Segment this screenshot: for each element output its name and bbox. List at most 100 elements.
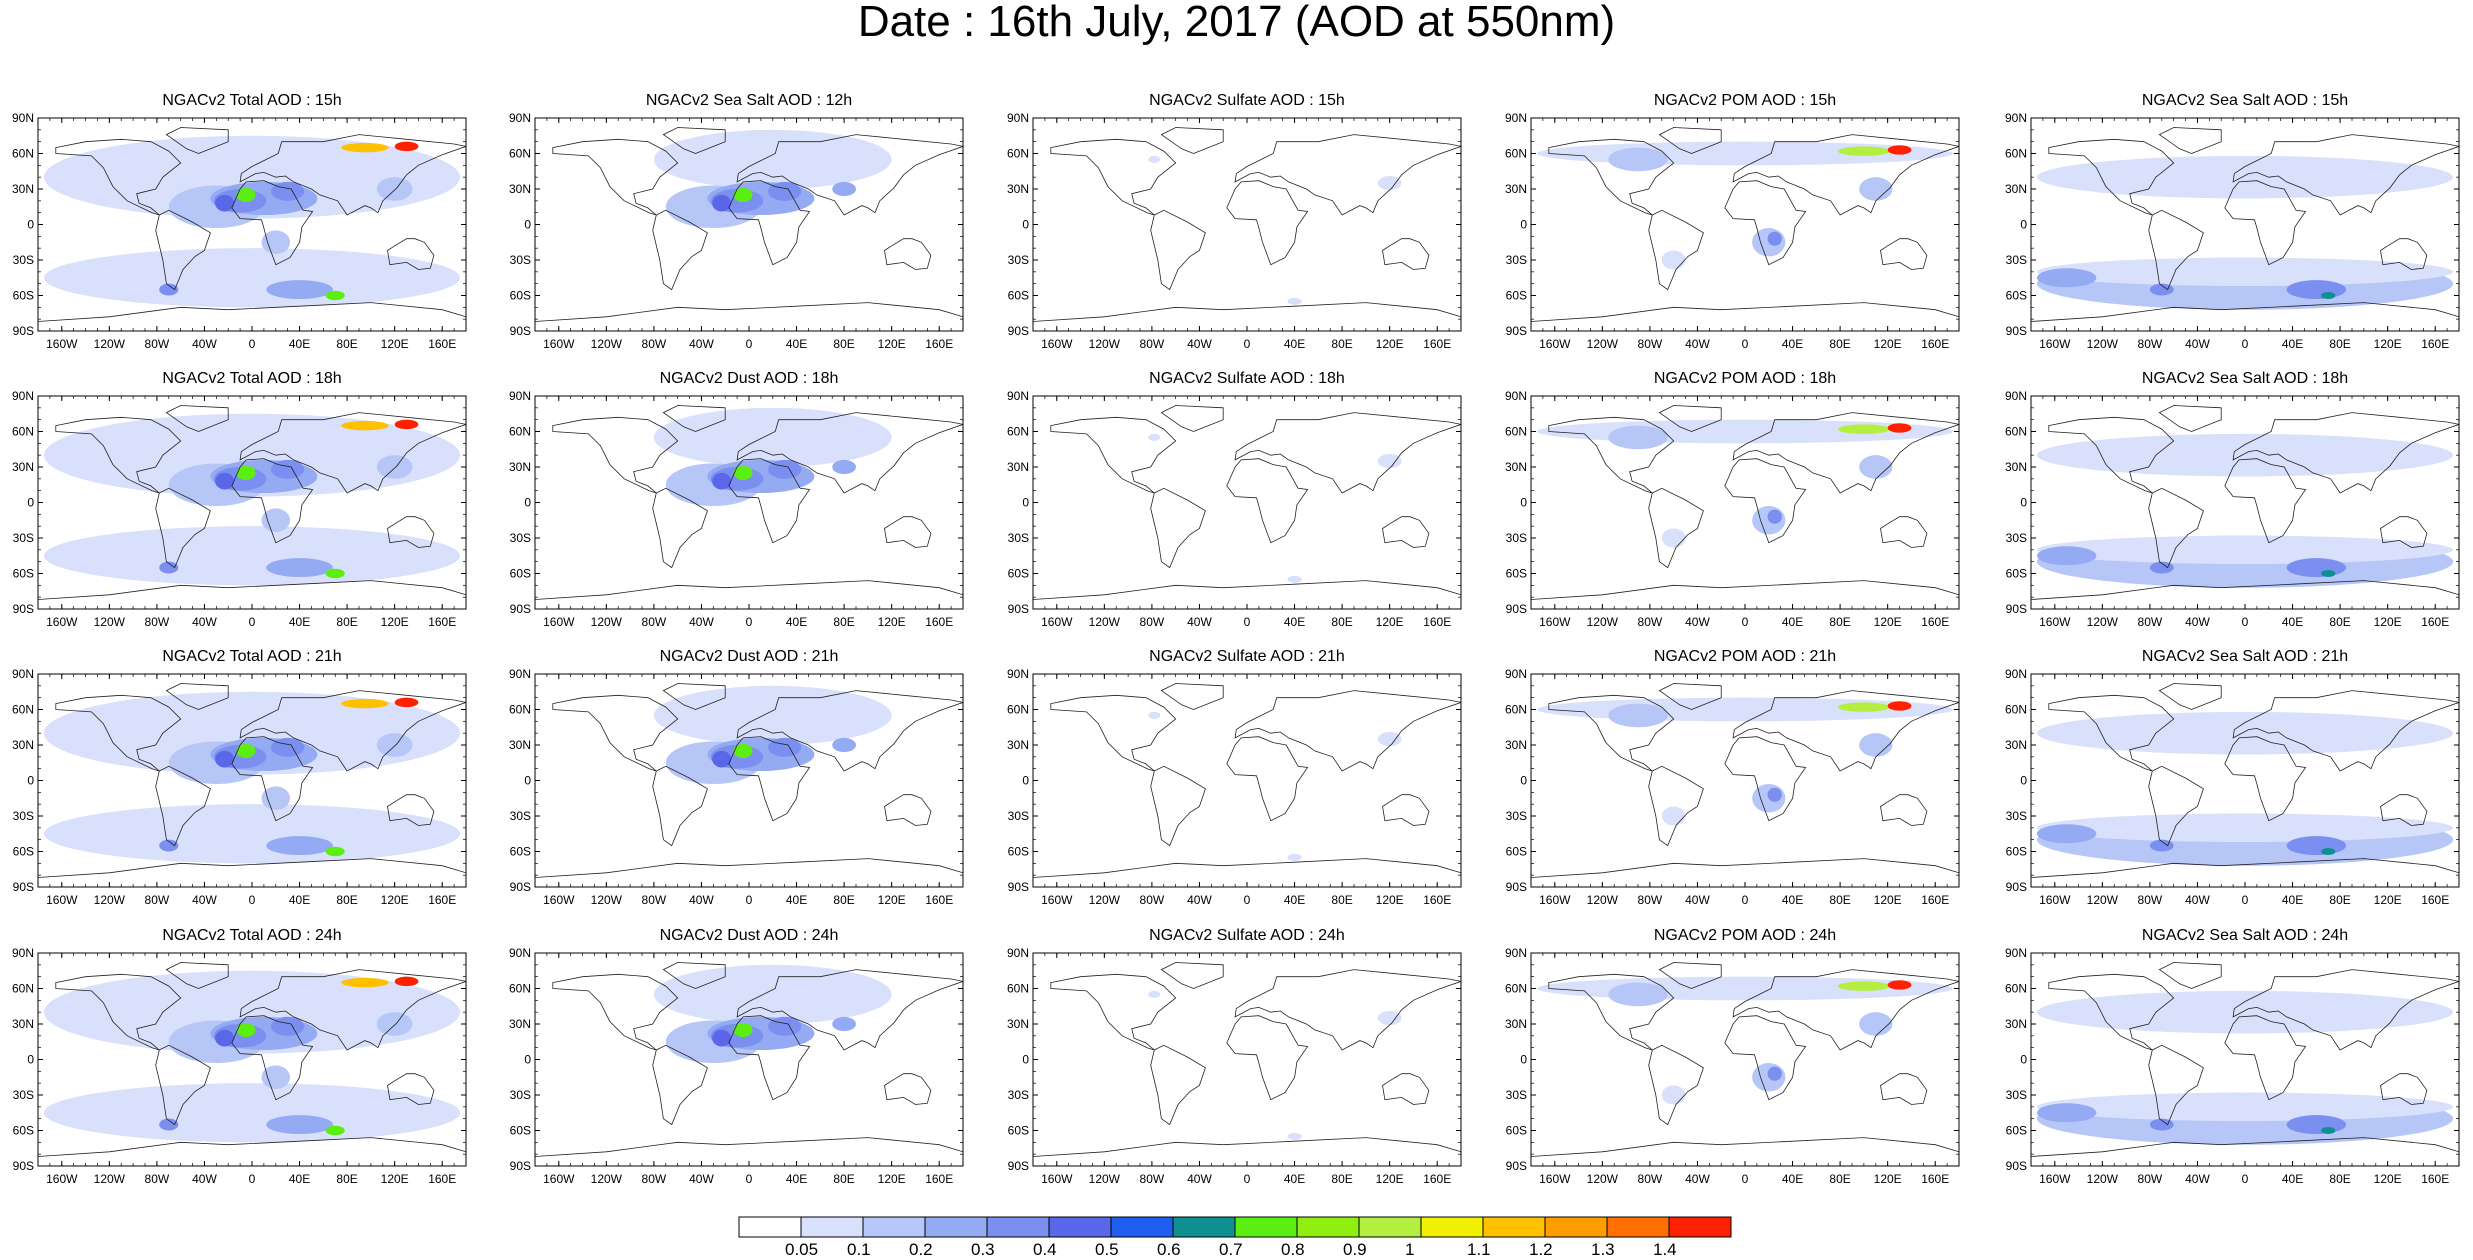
coastline	[1160, 127, 1224, 154]
aod-region	[43, 691, 461, 775]
lon-tick-label: 160W	[1539, 893, 1571, 907]
lat-tick-label: 30S	[13, 809, 34, 823]
aod-region	[1859, 733, 1893, 757]
coastline	[55, 973, 182, 1051]
coastline	[1658, 683, 1722, 710]
lat-tick-label: 30N	[1007, 738, 1029, 752]
lon-tick-label: 80W	[642, 615, 667, 629]
lat-tick-label: 30N	[509, 182, 531, 196]
lon-tick-label: 80E	[1331, 337, 1352, 351]
aod-region	[43, 248, 461, 308]
coastline	[387, 516, 435, 548]
panel-title: NGACv2 POM AOD : 21h	[1653, 648, 1837, 665]
lon-tick-label: 120E	[878, 337, 906, 351]
aod-field	[2031, 962, 2459, 1157]
coastline	[1234, 690, 1461, 772]
lat-tick-label: 0	[1520, 218, 1527, 232]
aod-region	[325, 1125, 345, 1136]
coastline	[38, 1137, 466, 1157]
panel-title: NGACv2 Dust AOD : 24h	[659, 927, 839, 944]
coastline	[2232, 690, 2459, 772]
coastline	[239, 412, 466, 494]
panel-title: NGACv2 Total AOD : 18h	[162, 370, 342, 387]
colorbar-swatch	[1668, 1216, 1732, 1238]
aod-region	[2036, 1103, 2097, 1123]
lon-tick-label: 80E	[2329, 1172, 2350, 1186]
lon-tick-label: 0	[249, 337, 256, 351]
aod-region	[712, 1029, 732, 1047]
coastline	[1880, 516, 1928, 548]
aod-region	[2036, 155, 2454, 199]
aod-region	[2036, 711, 2454, 755]
lat-tick-label: 60N	[12, 425, 34, 439]
coastline	[552, 694, 679, 772]
lon-tick-label: 120W	[591, 1172, 623, 1186]
lat-tick-label: 90S	[510, 1159, 531, 1173]
lon-tick-label: 40W	[689, 1172, 714, 1186]
map-plot: 90N 60N 30N 0 30S 60S 90S 160W 120W 80W 40W 0 40E 80E…	[1505, 946, 1960, 1186]
lon-tick-label: 0	[1244, 1172, 1251, 1186]
lon-tick-label: 80E	[833, 337, 854, 351]
lat-tick-label: 60N	[509, 147, 531, 161]
lon-tick-label: 40W	[689, 615, 714, 629]
coastline	[1548, 416, 1675, 494]
map-area: 90N 60N 30N 0 30S 60S 90S 160W 120W 80W 40W 0 40E 80E…	[12, 111, 467, 351]
aod-region	[1837, 146, 1891, 156]
coastline	[55, 694, 182, 772]
map-panel: NGACv2 Dust AOD : 18h 90N 60N 30N 0 30S 60S 90S…	[497, 368, 1001, 643]
lon-tick-label: 0	[746, 337, 753, 351]
lon-tick-label: 120E	[878, 893, 906, 907]
lon-tick-label: 0	[1244, 615, 1251, 629]
coastline	[239, 969, 466, 1051]
map-area: 90N 60N 30N 0 30S 60S 90S 160W 120W 80W 40W 0 40E 80E…	[1505, 946, 1960, 1186]
lat-tick-label: 0	[2020, 496, 2027, 510]
lon-tick-label: 160W	[1041, 893, 1073, 907]
lat-tick-label: 90S	[2006, 602, 2027, 616]
aod-region	[2036, 433, 2454, 477]
map-plot: 90N 60N 30N 0 30S 60S 90S 160W 120W 80W 40W 0 40E 80E…	[12, 389, 467, 629]
map-area: 90N 60N 30N 0 30S 60S 90S 160W 120W 80W 40W 0 40E 80E…	[2005, 111, 2460, 351]
lat-tick-label: 30N	[2005, 182, 2027, 196]
coastline	[728, 1015, 811, 1101]
lat-tick-label: 30N	[1007, 460, 1029, 474]
aod-region	[1661, 250, 1686, 270]
coastline	[1648, 1044, 1704, 1126]
aod-region	[1887, 423, 1912, 433]
coastline	[1150, 1044, 1206, 1126]
lat-tick-label: 0	[524, 1053, 531, 1067]
coastline	[1160, 683, 1224, 710]
aod-region	[55, 724, 116, 754]
lon-tick-label: 0	[1244, 893, 1251, 907]
lon-tick-label: 80W	[2138, 337, 2163, 351]
coastline	[1033, 1137, 1461, 1157]
aod-region	[43, 1083, 461, 1143]
lon-tick-label: 160W	[543, 615, 575, 629]
aod-region	[2149, 1118, 2174, 1131]
coastline	[728, 736, 811, 822]
lon-tick-label: 120W	[591, 893, 623, 907]
lat-tick-label: 30N	[12, 738, 34, 752]
coastline	[1658, 405, 1722, 432]
lat-tick-label: 90N	[2005, 667, 2027, 681]
lon-tick-label: 0	[249, 615, 256, 629]
map-panel: NGACv2 POM AOD : 15h 90N 60N 30N 0 30S 60S 90S 1…	[1493, 90, 1997, 365]
lat-tick-label: 90N	[12, 111, 34, 125]
aod-region	[1887, 980, 1912, 990]
aod-region	[2036, 546, 2097, 566]
lat-tick-label: 0	[524, 496, 531, 510]
aod-field	[38, 962, 466, 1157]
lon-tick-label: 80W	[2138, 1172, 2163, 1186]
map-plot: 90N 60N 30N 0 30S 60S 90S 160W 120W 80W 40W 0 40E 80E…	[1505, 389, 1960, 629]
coastline	[2148, 209, 2204, 291]
lat-tick-label: 60N	[12, 703, 34, 717]
aod-field	[535, 962, 963, 1157]
colorbar-label: 0.3	[971, 1240, 995, 1259]
aod-region	[1377, 1010, 1402, 1026]
lon-tick-label: 40E	[786, 893, 807, 907]
colorbar-swatch	[1606, 1216, 1670, 1238]
coastline	[1033, 302, 1461, 322]
coastline	[1724, 1015, 1807, 1101]
coastline	[1531, 580, 1959, 600]
lat-tick-label: 90N	[509, 389, 531, 403]
aod-region	[832, 1016, 856, 1032]
